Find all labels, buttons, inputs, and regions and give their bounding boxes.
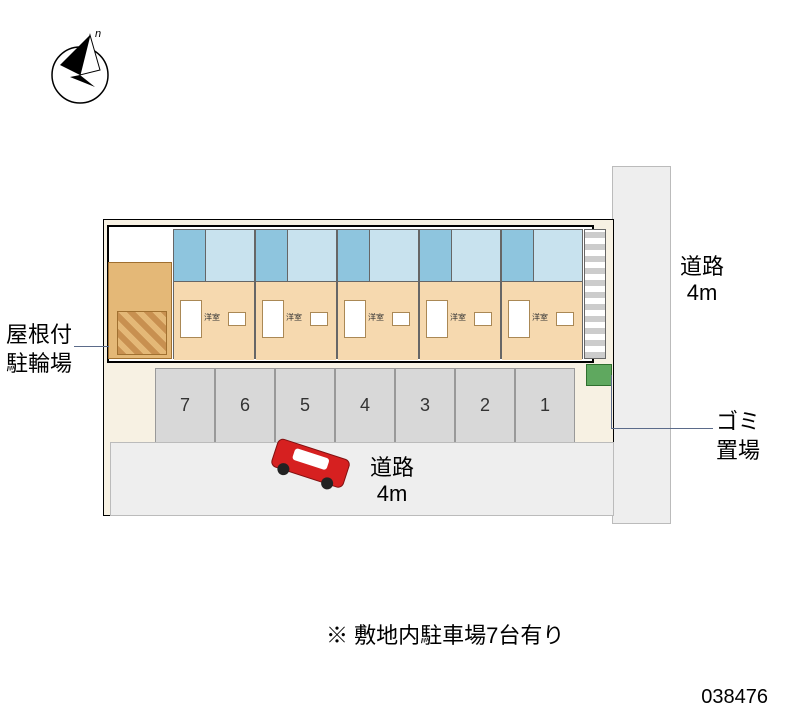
parking-note: ※ 敷地内駐車場7台有り (326, 618, 564, 650)
parking-slot: 3 (395, 368, 455, 443)
room-label: 洋室 (286, 312, 302, 323)
road-right-width: 4m (687, 280, 718, 305)
road-right-text: 道路 (680, 254, 724, 279)
road-bottom-text: 道路 (370, 455, 414, 480)
room-label: 洋室 (204, 312, 220, 323)
road-bottom (110, 442, 614, 516)
covered-bike-parking (108, 262, 172, 359)
leader-trash-h (611, 428, 713, 429)
parking-slot: 1 (515, 368, 575, 443)
parking-slot: 2 (455, 368, 515, 443)
compass-icon: n (35, 25, 125, 115)
trash-line2: 置場 (716, 438, 760, 463)
road-right (612, 166, 671, 524)
road-bottom-label: 道路 4m (370, 455, 414, 508)
svg-text:n: n (95, 28, 101, 40)
bike-parking-line1: 屋根付 (6, 322, 72, 347)
trash-label: ゴミ 置場 (716, 408, 760, 465)
road-bottom-width: 4m (377, 481, 408, 506)
parking-slot: 4 (335, 368, 395, 443)
leader-bike (74, 346, 109, 347)
unit: 洋室 (501, 229, 583, 359)
bike-parking-label: 屋根付 駐輪場 (6, 321, 72, 378)
unit: 洋室 (337, 229, 419, 359)
unit: 洋室 (255, 229, 337, 359)
trash-area (586, 364, 612, 386)
room-label: 洋室 (368, 312, 384, 323)
bike-parking-line2: 駐輪場 (6, 351, 72, 376)
unit: 洋室 (419, 229, 501, 359)
stairs (584, 229, 606, 359)
unit: 洋室 (173, 229, 255, 359)
room-label: 洋室 (450, 312, 466, 323)
road-right-label: 道路 4m (680, 254, 724, 307)
leader-trash-v (611, 375, 612, 428)
image-id: 038476 (701, 686, 768, 709)
parking-slot: 7 (155, 368, 215, 443)
parking-slot: 5 (275, 368, 335, 443)
room-label: 洋室 (532, 312, 548, 323)
trash-line1: ゴミ (716, 409, 760, 434)
parking-slot: 6 (215, 368, 275, 443)
units-row: 洋室 洋室 洋室 洋室 洋室 (173, 229, 583, 359)
parking-row: 7 6 5 4 3 2 1 (155, 368, 575, 443)
